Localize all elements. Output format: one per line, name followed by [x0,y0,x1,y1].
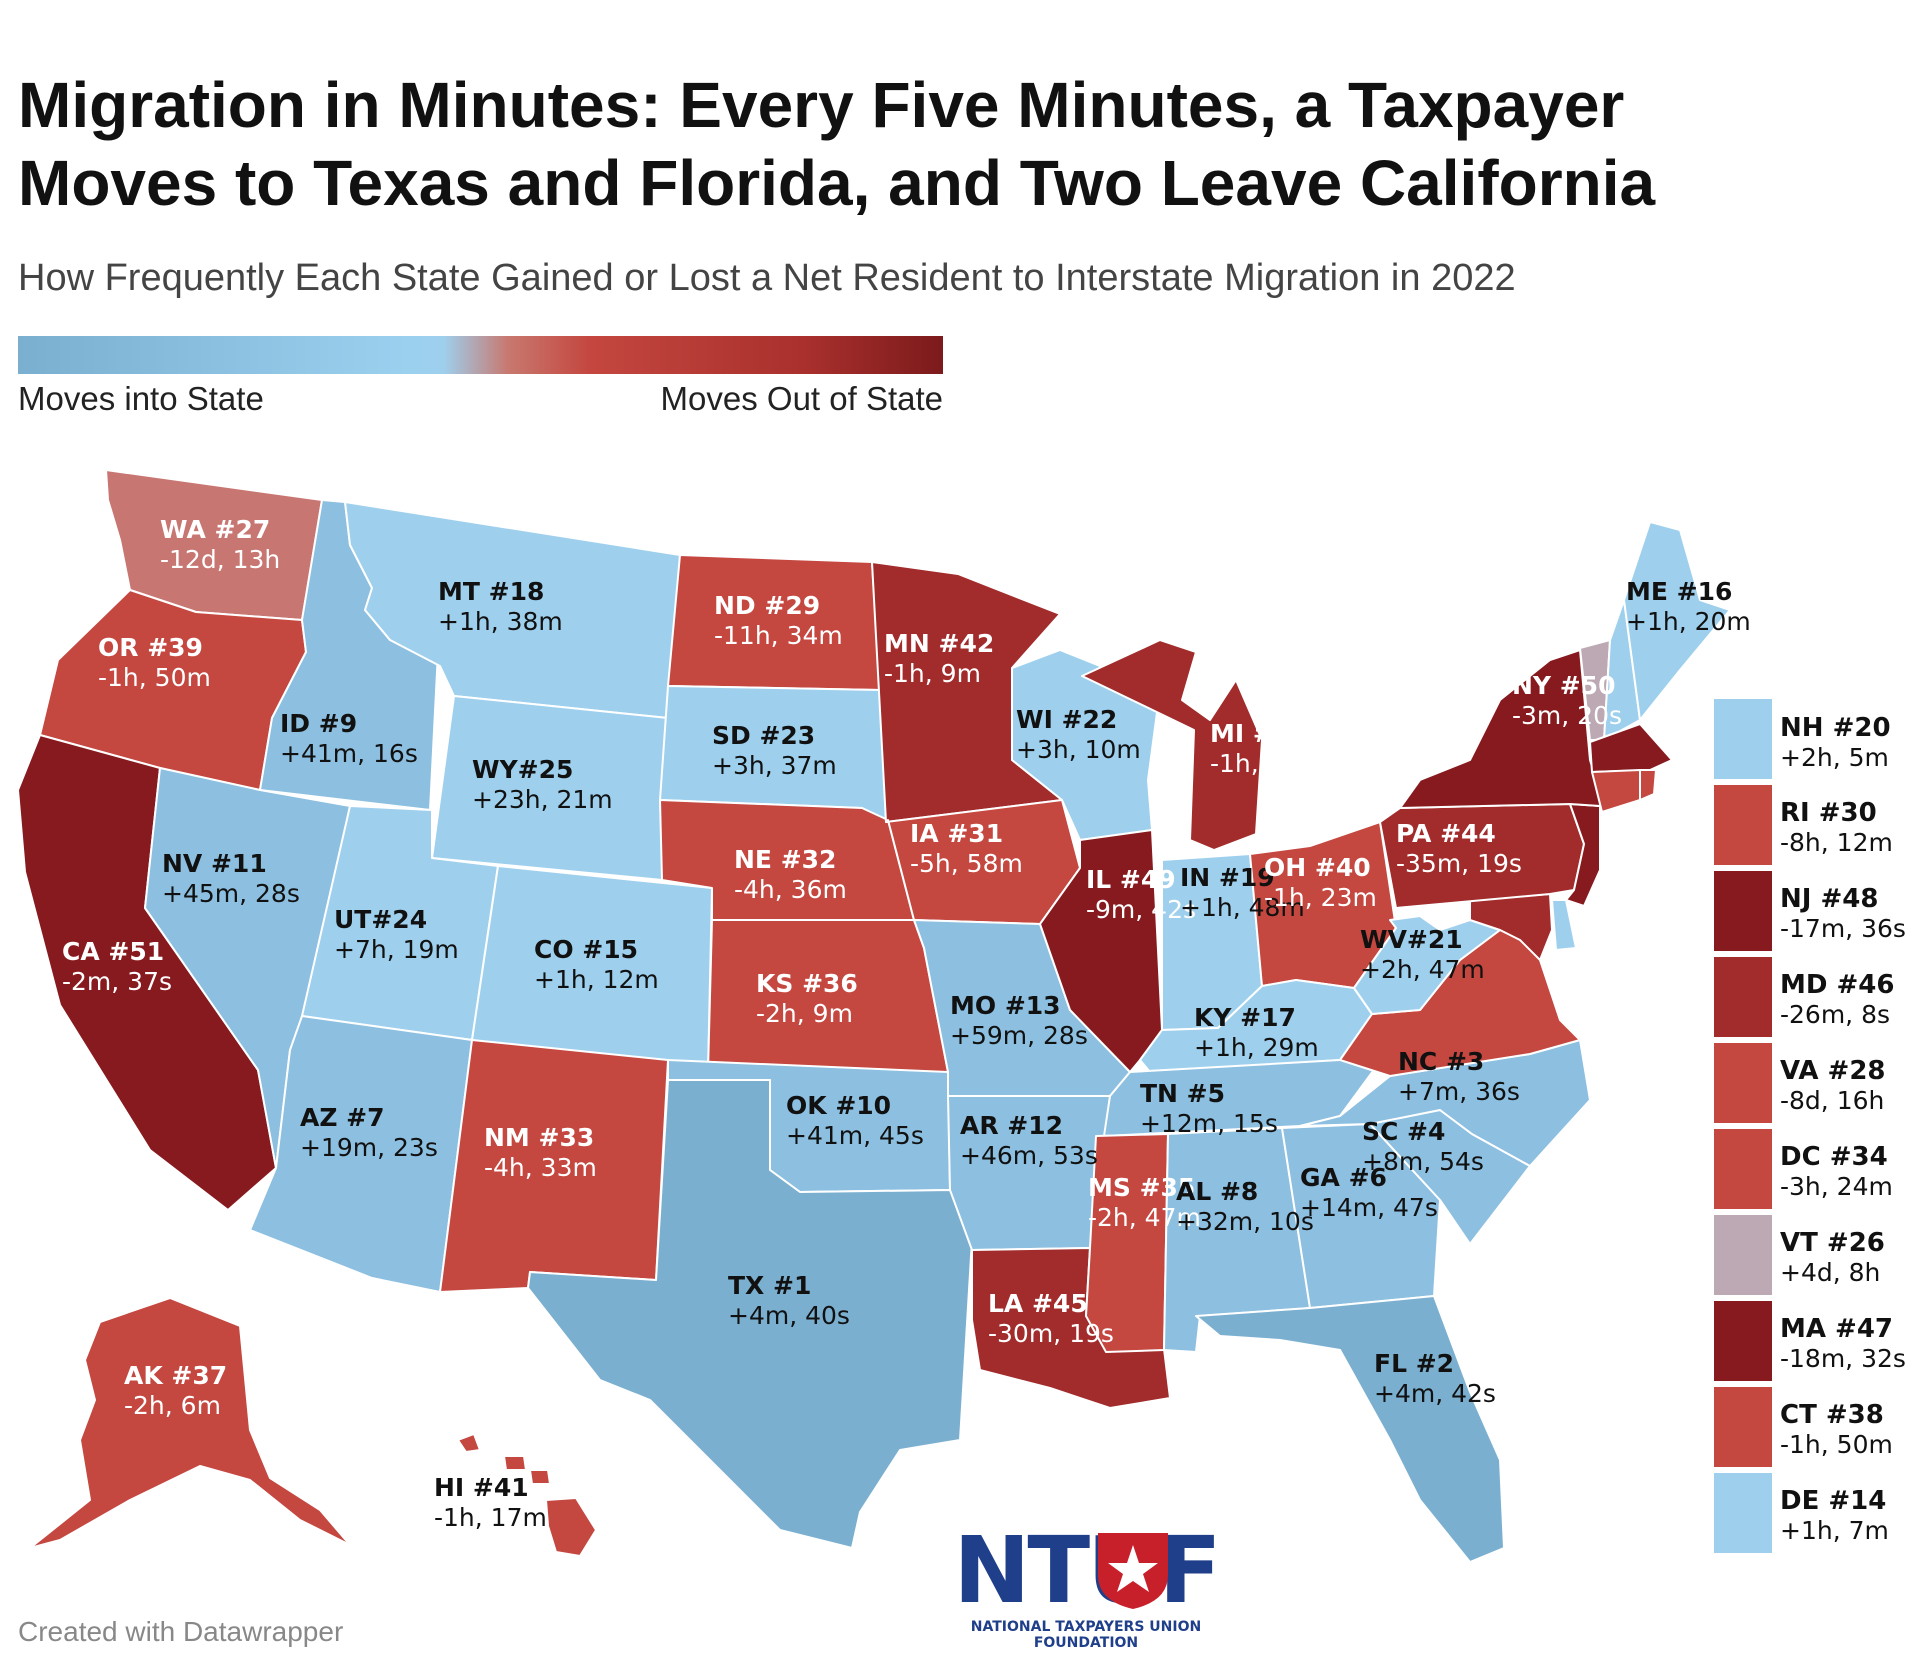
tile-MD [1714,957,1772,1037]
chart-title: Migration in Minutes: Every Five Minutes… [18,69,1656,219]
tile-DC-name: DC #34 [1780,1142,1888,1172]
state-RI [1639,769,1657,801]
tile-NJ-name: NJ #48 [1780,884,1879,914]
tile-DC [1714,1129,1772,1209]
state-MA [1589,723,1673,773]
label-MS: MS #35 -2h, 47m [1088,1173,1201,1232]
label-AL: AL #8 +32m, 10s [1176,1177,1314,1236]
state-DE [1551,899,1577,951]
label-ND: ND #29 -11h, 34m [714,591,843,650]
label-NV: NV #11 +45m, 28s [162,849,300,908]
state-ME [1623,521,1731,721]
label-NE: NE #32 -4h, 36m [734,845,847,904]
tile-RI-name: RI #30 [1780,798,1877,828]
tile-DC-value: -3h, 24m [1780,1172,1893,1201]
legend-right-label: Moves Out of State [660,380,943,417]
label-IN: IN #19 +1h, 48m [1180,863,1305,922]
label-TX: TX #1 +4m, 40s [728,1271,850,1330]
logo-wordmark: NTUF [953,1517,1221,1624]
tile-VT-name: VT #26 [1780,1228,1885,1258]
label-PA: PA #44 -35m, 19s [1396,819,1522,878]
label-KS: KS #36 -2h, 9m [756,969,858,1028]
tile-RI-value: -8h, 12m [1780,828,1893,857]
tile-DE [1714,1473,1772,1553]
state-NC [1299,1039,1591,1167]
label-LA: LA #45 -30m, 19s [988,1289,1114,1348]
tile-RI [1714,785,1772,865]
state-AK [29,1297,351,1549]
label-MT: MT #18 +1h, 38m [438,577,563,636]
tile-VT [1714,1215,1772,1295]
label-SC: SC #4 +8m, 54s [1362,1117,1484,1176]
label-NC: NC #3 +7m, 36s [1398,1047,1520,1106]
label-AK: AK #37 -2h, 6m [124,1361,227,1420]
state-labels: WA #27 -12d, 13h OR #39 -1h, 50m CA #51 -2m… [62,515,1751,1532]
state-FL [1195,1295,1505,1563]
label-IA: IA #31 -5h, 58m [910,819,1023,878]
tile-MA-value: -18m, 32s [1780,1344,1906,1373]
legend-gradient-bar [18,336,943,374]
state-NJ [1565,803,1601,907]
tile-CT [1714,1387,1772,1467]
label-CO: CO #15 +1h, 12m [534,935,659,994]
label-GA: GA #6 +14m, 47s [1300,1163,1438,1222]
tile-MD-name: MD #46 [1780,970,1895,1000]
tile-DE-name: DE #14 [1780,1486,1887,1516]
label-IL: IL #49 -9m, 42s [1086,865,1196,924]
label-SD: SD #23 +3h, 37m [712,721,837,780]
logo-tagline: NATIONAL TAXPAYERS UNION FOUNDATION [970,1619,1202,1651]
label-MN: MN #42 -1h, 9m [884,629,994,688]
tile-VA-value: -8d, 16h [1780,1086,1885,1115]
tile-VA-name: VA #28 [1780,1056,1886,1086]
label-WI: WI #22 +3h, 10m [1016,705,1141,764]
shield-star-icon [1098,1533,1168,1609]
state-TX [527,1079,973,1549]
label-OK: OK #10 +41m, 45s [786,1091,924,1150]
tile-NJ [1714,871,1772,951]
legend-left-label: Moves into State [18,380,264,417]
label-NM: NM #33 -4h, 33m [484,1123,597,1182]
label-TN: TN #5 +12m, 15s [1140,1079,1278,1138]
label-WY: WY#25 +23h, 21m [472,755,613,814]
label-CA: CA #51 -2m, 37s [62,937,172,996]
tile-MA [1714,1301,1772,1381]
tile-VA [1714,1043,1772,1123]
state-shapes [17,469,1731,1563]
tile-NH-name: NH #20 [1780,713,1891,743]
label-MI: MI #43 -1h, 2m [1210,719,1309,778]
tile-MD-value: -26m, 8s [1780,1000,1891,1029]
label-ME: ME #16 +1h, 20m [1626,577,1751,636]
label-OR: OR #39 -1h, 50m [98,633,211,692]
label-HI: HI #41 -1h, 17m [434,1473,547,1532]
tile-NH-value: +2h, 5m [1780,743,1889,772]
label-AR: AR #12 +46m, 53s [960,1111,1098,1170]
label-WV: WV#21 +2h, 47m [1360,925,1485,984]
label-OH: OH #40 -1h, 23m [1264,853,1377,912]
tile-VT-value: +4d, 8h [1780,1258,1881,1287]
label-NY: NY #50 -3m, 20s [1512,671,1622,730]
state-WI [1011,649,1161,841]
tile-CT-value: -1h, 50m [1780,1430,1893,1459]
label-KY: KY #17 +1h, 29m [1194,1003,1319,1062]
label-MO: MO #13 +59m, 28s [950,991,1088,1050]
state-MD [1469,893,1553,961]
credit-text: Created with Datawrapper [18,1616,344,1647]
tile-NH [1714,699,1772,779]
tile-NJ-value: -17m, 36s [1780,914,1906,943]
tile-DE-value: +1h, 7m [1780,1516,1889,1545]
label-ID: ID #9 +41m, 16s [280,709,418,768]
tile-CT-name: CT #38 [1780,1400,1884,1430]
chart-subtitle: How Frequently Each State Gained or Lost… [18,257,1516,299]
state-HI [457,1433,597,1557]
state-MI [1081,639,1263,851]
label-FL: FL #2 +4m, 42s [1374,1349,1496,1408]
label-WA: WA #27 -12d, 13h [160,515,280,574]
label-UT: UT#24 +7h, 19m [334,905,459,964]
label-AZ: AZ #7 +19m, 23s [300,1103,438,1162]
tile-MA-name: MA #47 [1780,1314,1894,1344]
ntuf-logo: NTUF NATIONAL TAXPAYERS UNION FOUNDATION [928,1517,1244,1652]
